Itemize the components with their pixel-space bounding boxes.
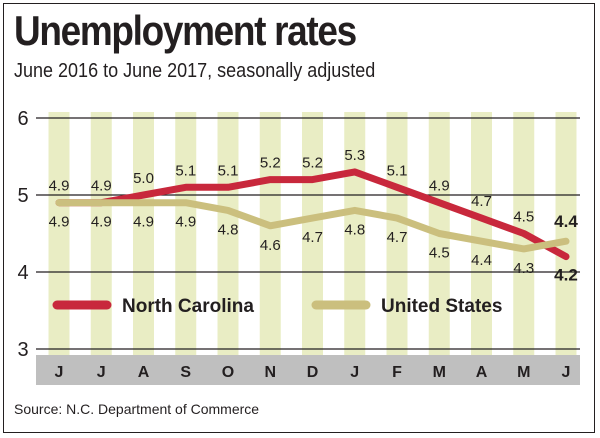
nc-data-label: 5.2: [260, 155, 281, 172]
x-tick-label: M: [433, 364, 446, 381]
column-band: [48, 112, 70, 355]
north-carolina-line: [55, 168, 570, 261]
nc-data-label: 5.1: [387, 162, 408, 179]
us-data-label: 4.6: [260, 237, 281, 254]
source-note: Source: N.C. Department of Commerce: [14, 401, 260, 417]
us-data-label: 4.7: [387, 229, 408, 246]
y-tick-label: 3: [17, 339, 28, 361]
column-band: [555, 112, 577, 355]
nc-data-label: 4.9: [91, 178, 112, 195]
x-tick-label: J: [562, 364, 571, 381]
nc-data-label: 5.1: [218, 162, 239, 179]
x-tick-label: S: [180, 364, 191, 381]
us-data-label: 4.7: [302, 229, 323, 246]
x-tick-label: J: [55, 364, 64, 381]
nc-data-label: 4.5: [513, 209, 534, 226]
x-tick-label: M: [517, 364, 530, 381]
united-states-line: [55, 199, 570, 253]
column-band: [90, 112, 112, 355]
us-data-label: 4.5: [429, 245, 450, 262]
us-data-label: 4.9: [49, 214, 70, 231]
chart-title: Unemployment rates: [14, 7, 357, 54]
nc-data-label: 4.2: [554, 266, 578, 285]
y-tick-label: 6: [17, 108, 28, 130]
column-band: [133, 112, 154, 355]
column-band: [175, 112, 197, 355]
nc-data-label: 4.9: [429, 178, 450, 195]
x-tick-label: N: [264, 364, 276, 381]
x-tick-label: J: [350, 364, 359, 381]
y-tick-label: 5: [17, 185, 28, 207]
x-tick-label: D: [307, 364, 319, 381]
x-tick-label: A: [476, 364, 488, 381]
column-band: [302, 112, 323, 355]
x-tick-label: O: [222, 364, 234, 381]
x-axis-bar: [36, 355, 580, 385]
chart-subtitle: June 2016 to June 2017, seasonally adjus…: [14, 60, 376, 82]
us-data-label: 4.9: [91, 214, 112, 231]
column-band: [259, 112, 281, 355]
nc-data-label: 4.7: [471, 193, 492, 210]
y-tick-label: 4: [17, 262, 28, 284]
column-band: [471, 112, 492, 355]
legend-label-united-states: United States: [381, 296, 502, 317]
us-data-label: 4.8: [344, 221, 365, 238]
x-tick-label: F: [392, 364, 402, 381]
column-band: [217, 112, 239, 355]
nc-data-label: 5.0: [133, 170, 154, 187]
x-tick-label: J: [97, 364, 106, 381]
nc-data-label: 4.9: [49, 178, 70, 195]
us-data-label: 4.9: [175, 214, 196, 231]
us-data-label: 4.8: [218, 221, 239, 238]
nc-data-label: 5.2: [302, 155, 323, 172]
x-tick-label: A: [138, 364, 150, 381]
column-band: [386, 112, 408, 355]
legend-label-north-carolina: North Carolina: [122, 296, 254, 317]
nc-data-label: 5.3: [344, 147, 365, 164]
nc-data-label: 5.1: [175, 162, 196, 179]
us-data-label: 4.3: [513, 260, 534, 277]
us-data-label: 4.4: [471, 252, 492, 269]
us-data-label: 4.4: [554, 212, 578, 231]
us-data-label: 4.9: [133, 214, 154, 231]
